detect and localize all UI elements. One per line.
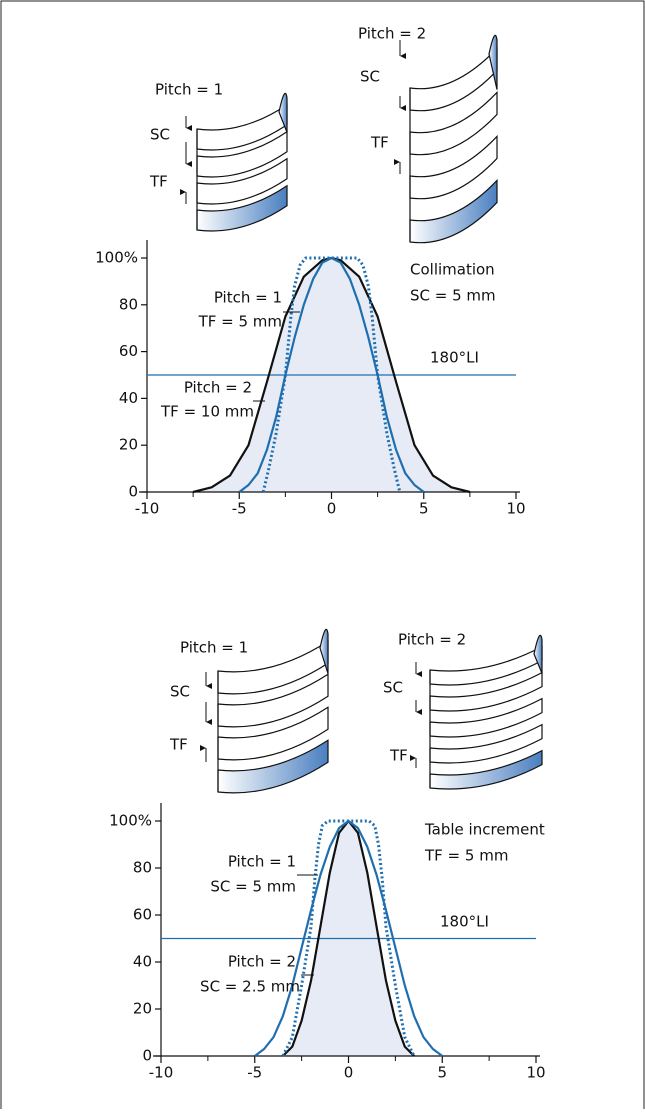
helix-band: [410, 48, 497, 110]
annotation: Collimation: [410, 261, 495, 279]
y-tick-label: 0: [142, 1047, 152, 1065]
x-tick-label: -10: [149, 1064, 174, 1082]
annotation: Pitch = 2: [184, 379, 252, 397]
y-tick-label: 0: [128, 483, 138, 501]
annotation: Pitch = 2: [228, 953, 296, 971]
annotation: TF = 10 mm: [160, 403, 254, 421]
helix-label: SC: [170, 683, 190, 701]
y-tick-label: 100%: [95, 249, 138, 267]
y-tick-label: 20: [133, 1000, 152, 1018]
y-tick-label: 80: [133, 859, 152, 877]
annotation: TF = 5 mm: [424, 847, 508, 865]
x-tick-label: -5: [247, 1064, 262, 1082]
y-tick-label: 40: [133, 953, 152, 971]
helix-band: [430, 647, 542, 685]
helix-label: SC: [150, 126, 170, 144]
annotation: SC = 5 mm: [210, 878, 296, 896]
annotation: SC = 5 mm: [410, 287, 496, 305]
x-tick-label: -5: [232, 500, 247, 518]
x-tick-label: 0: [327, 500, 337, 518]
reference-label: 180°LI: [440, 913, 489, 931]
y-tick-label: 20: [119, 436, 138, 454]
helix-title: Pitch = 1: [180, 639, 248, 657]
y-tick-label: 60: [133, 906, 152, 924]
y-tick-label: 80: [119, 295, 138, 313]
x-tick-label: 10: [526, 1064, 545, 1082]
x-tick-label: -10: [135, 500, 160, 518]
helix-label: TF: [169, 736, 188, 754]
x-tick-label: 5: [437, 1064, 447, 1082]
helix-label: TF: [149, 173, 168, 191]
helix-label: SC: [383, 679, 403, 697]
helix-label: SC: [360, 68, 380, 86]
y-tick-label: 60: [119, 342, 138, 360]
helix-label: TF: [389, 747, 408, 765]
helix-title: Pitch = 2: [358, 25, 426, 43]
annotation: Pitch = 1: [214, 289, 282, 307]
x-tick-label: 5: [419, 500, 429, 518]
annotation: Pitch = 1: [228, 853, 296, 871]
annotation: TF = 5 mm: [198, 313, 282, 331]
helix-top: [534, 635, 542, 673]
annotation: SC = 2.5 mm: [200, 978, 300, 996]
y-tick-label: 40: [119, 389, 138, 407]
helix-title: Pitch = 1: [155, 81, 223, 99]
helix-label: TF: [370, 134, 389, 152]
reference-label: 180°LI: [430, 349, 479, 367]
helix-title: Pitch = 2: [398, 631, 466, 649]
annotation: Table increment: [424, 821, 545, 839]
figure: Pitch = 1 SC TF Pitch = 2 SC TF 0 20 40 60 80 100% -…: [0, 0, 645, 1109]
x-tick-label: 0: [344, 1064, 354, 1082]
y-tick-label: 100%: [109, 812, 152, 830]
x-tick-label: 10: [506, 500, 525, 518]
